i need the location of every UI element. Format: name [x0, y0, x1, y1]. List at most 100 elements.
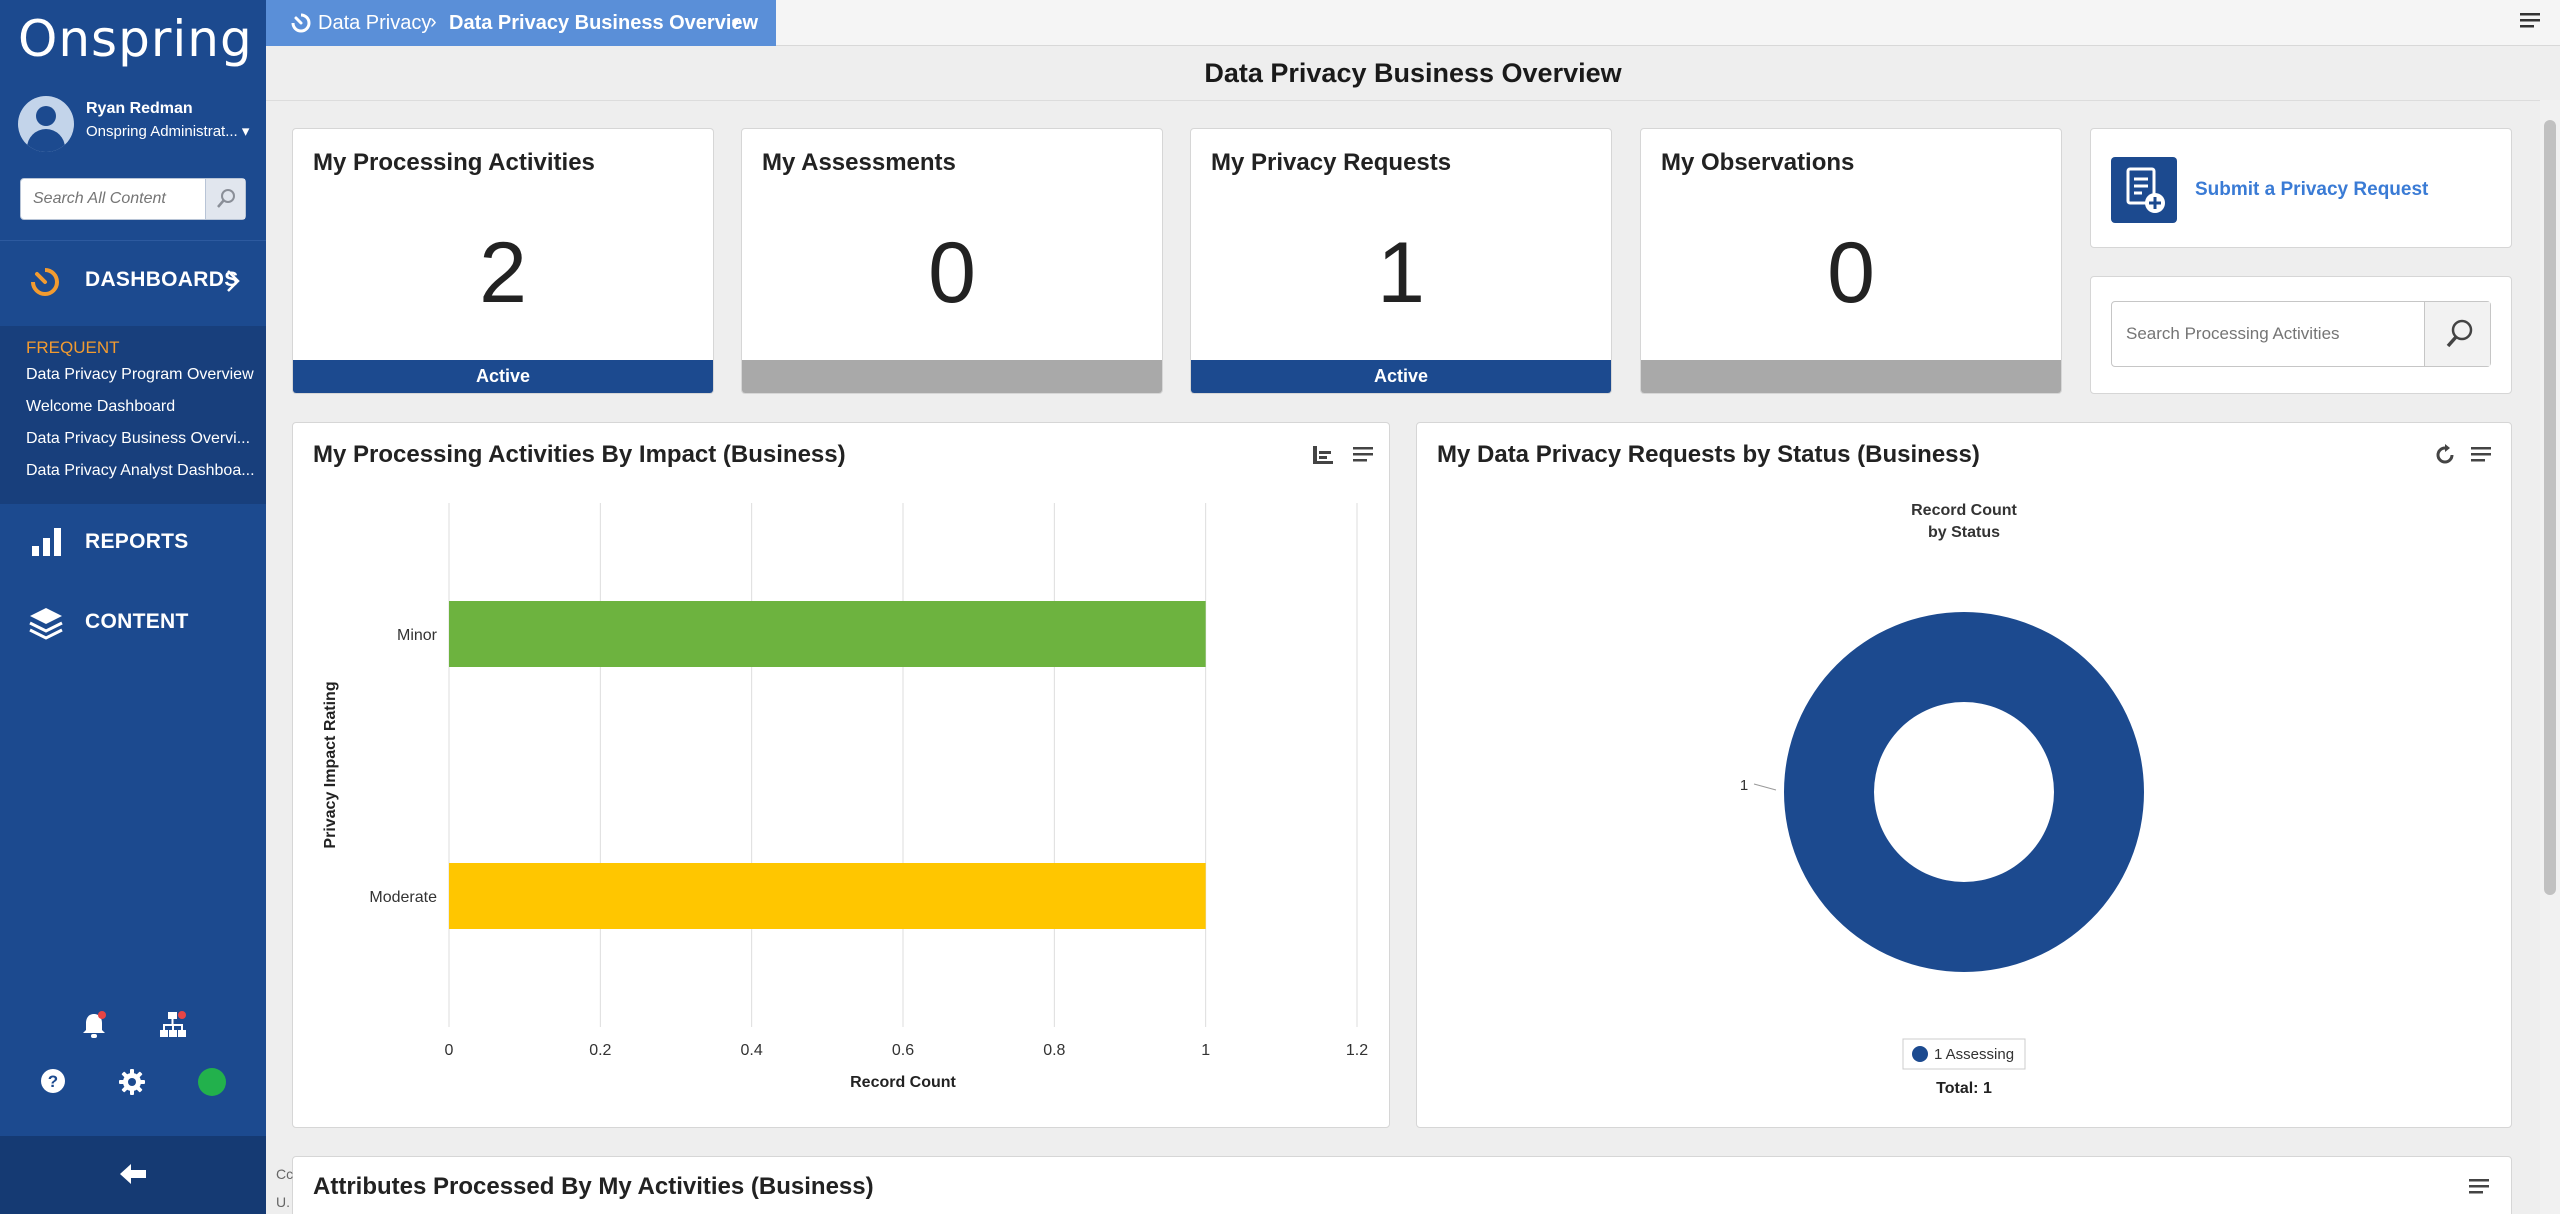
nav-label: REPORTS: [85, 530, 189, 553]
kpi-title: My Processing Activities: [313, 149, 595, 176]
divider: [0, 240, 266, 241]
search-icon: [2446, 319, 2473, 348]
x-tick-label: 0.2: [589, 1042, 611, 1059]
user-role-menu[interactable]: Onspring Administrat... ▾: [86, 122, 261, 140]
panel-title: My Processing Activities By Impact (Busi…: [313, 441, 846, 468]
chart-title: Record Count: [1911, 502, 2017, 519]
x-tick-label: 1.2: [1346, 1042, 1368, 1059]
breadcrumb-current[interactable]: Data Privacy Business Overview: [449, 12, 759, 34]
kpi-value: 0: [1827, 225, 1875, 321]
divider: [266, 100, 2560, 101]
kpi-footer: [742, 360, 1162, 393]
top-bar: Data Privacy › Data Privacy Business Ove…: [266, 0, 2560, 46]
sort-icon[interactable]: [1311, 443, 1335, 467]
dashboard-icon: [291, 13, 311, 33]
y-category-label: Moderate: [369, 889, 437, 906]
chevron-down-icon: ▾: [241, 123, 250, 140]
x-tick-label: 0: [445, 1042, 454, 1059]
svg-text:?: ?: [48, 1072, 58, 1091]
donut-slice-assessing: [1784, 612, 2144, 972]
x-axis-title: Record Count: [850, 1074, 956, 1091]
kpi-processing-activities[interactable]: My Processing Activities 2 Active: [292, 128, 714, 394]
x-tick-label: 1: [1201, 1042, 1210, 1059]
nav-label: CONTENT: [85, 610, 189, 633]
clipped-text: Cc U.: [276, 1160, 293, 1214]
chevron-down-icon[interactable]: ▾: [732, 14, 740, 30]
processing-search-input[interactable]: [2112, 302, 2424, 366]
submit-request-link[interactable]: Submit a Privacy Request: [2195, 179, 2429, 200]
impact-bar-chart: 0 0.2 0.4 0.6 0.8 1 1.2 Minor Moderate Record Cou…: [322, 503, 1368, 1091]
help-icon[interactable]: ?: [40, 1068, 66, 1094]
chart-subtitle: by Status: [1928, 524, 2000, 541]
layers-icon: [29, 608, 63, 640]
kpi-title: My Observations: [1661, 149, 1855, 176]
search-input[interactable]: [21, 179, 207, 219]
sidebar-search: [20, 178, 246, 220]
kpi-observations[interactable]: My Observations 0: [1640, 128, 2062, 394]
search-button[interactable]: [205, 179, 245, 219]
kpi-value: 1: [1377, 225, 1425, 321]
menu-icon[interactable]: [2467, 1175, 2491, 1199]
impact-chart-panel: My Processing Activities By Impact (Busi…: [292, 422, 1390, 1128]
collapse-arrow-icon[interactable]: [118, 1162, 148, 1186]
frequent-list: FREQUENT Data Privacy Program Overview W…: [0, 326, 266, 504]
notifications-bell-icon[interactable]: [80, 1010, 108, 1040]
chevron-right-icon: [227, 270, 240, 292]
processing-search-card: [2090, 276, 2512, 394]
search-button[interactable]: [2424, 302, 2490, 366]
bar-chart-icon: [32, 528, 61, 556]
x-tick-label: 0.4: [741, 1042, 763, 1059]
breadcrumb-separator: ›: [430, 11, 437, 33]
x-tick-label: 0.6: [892, 1042, 914, 1059]
page-title: Data Privacy Business Overview: [1204, 58, 1622, 88]
kpi-assessments[interactable]: My Assessments 0: [741, 128, 1163, 394]
nav-label: DASHBOARDS: [85, 268, 239, 291]
menu-icon[interactable]: [2469, 443, 2493, 467]
clipped-text-line: Cc: [276, 1166, 294, 1182]
breadcrumb-home[interactable]: Data Privacy: [318, 12, 432, 34]
kpi-privacy-requests[interactable]: My Privacy Requests 1 Active: [1190, 128, 1612, 394]
frequent-item[interactable]: Data Privacy Business Overvi...: [26, 430, 251, 447]
panel-title: My Data Privacy Requests by Status (Busi…: [1437, 441, 1980, 468]
kpi-title: My Assessments: [762, 149, 956, 176]
submit-request-card: Submit a Privacy Request: [2090, 128, 2512, 248]
kpi-footer: Active: [293, 360, 713, 393]
bar-minor: [449, 601, 1206, 667]
frequent-item[interactable]: Welcome Dashboard: [26, 398, 176, 415]
menu-icon[interactable]: [2518, 10, 2542, 32]
menu-icon[interactable]: [1351, 443, 1375, 467]
scroll-thumb[interactable]: [2544, 120, 2556, 895]
kpi-footer: Active: [1191, 360, 1611, 393]
refresh-icon[interactable]: [2433, 443, 2457, 467]
hierarchy-icon[interactable]: [158, 1010, 188, 1040]
y-category-label: Minor: [397, 627, 438, 644]
status-indicator[interactable]: [198, 1068, 226, 1096]
scrollbar[interactable]: [2540, 100, 2560, 1214]
status-chart-panel: My Data Privacy Requests by Status (Busi…: [1416, 422, 2512, 1128]
data-label-connector: [1753, 783, 1777, 791]
collapse-bar: [0, 1136, 266, 1214]
avatar[interactable]: [18, 96, 74, 152]
search-icon: [217, 189, 235, 208]
kpi-value: 0: [928, 225, 976, 321]
nav-content[interactable]: CONTENT: [0, 594, 266, 650]
frequent-item[interactable]: Data Privacy Program Overview: [26, 366, 254, 383]
nav-reports[interactable]: REPORTS: [0, 514, 266, 570]
app-logo[interactable]: Onspring: [18, 10, 253, 68]
attributes-panel: Attributes Processed By My Activities (B…: [292, 1156, 2512, 1214]
kpi-value: 2: [479, 225, 527, 321]
chart-total: Total: 1: [1936, 1080, 1992, 1097]
frequent-title: FREQUENT: [26, 338, 120, 357]
nav-dashboards[interactable]: DASHBOARDS: [0, 252, 266, 308]
submit-request-icon[interactable]: [2111, 157, 2177, 223]
data-label: 1: [1740, 777, 1748, 794]
bar-moderate: [449, 863, 1206, 929]
legend-swatch: [1912, 1046, 1928, 1062]
clipped-text-line: U.: [276, 1194, 290, 1210]
kpi-title: My Privacy Requests: [1211, 149, 1452, 176]
gear-icon[interactable]: [118, 1068, 146, 1096]
user-role: Onspring Administrat...: [86, 123, 238, 140]
breadcrumb: Data Privacy › Data Privacy Business Ove…: [266, 0, 776, 46]
frequent-item[interactable]: Data Privacy Analyst Dashboa...: [26, 462, 255, 479]
user-name[interactable]: Ryan Redman: [86, 100, 193, 117]
